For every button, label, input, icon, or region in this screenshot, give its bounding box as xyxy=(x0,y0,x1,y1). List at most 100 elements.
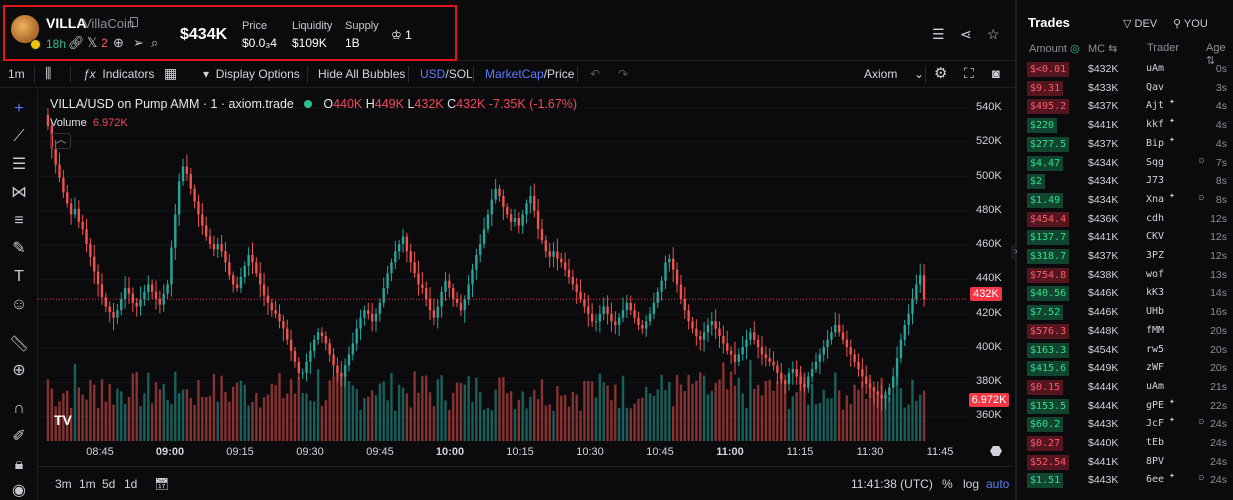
candle-body[interactable] xyxy=(899,339,903,359)
candle-body[interactable] xyxy=(77,208,81,222)
candle-body[interactable] xyxy=(726,343,729,351)
candle-body[interactable] xyxy=(347,354,351,366)
candle-body[interactable] xyxy=(428,299,432,311)
candle-body[interactable] xyxy=(436,306,439,318)
trade-trader[interactable]: fMM xyxy=(1146,324,1165,336)
candle-body[interactable] xyxy=(320,332,324,336)
candle-body[interactable] xyxy=(332,354,335,366)
pattern-icon[interactable]: ⋈ xyxy=(11,184,27,201)
candle-body[interactable] xyxy=(621,310,625,318)
candle-body[interactable] xyxy=(216,243,219,250)
candle-body[interactable] xyxy=(289,339,293,351)
candle-body[interactable] xyxy=(880,394,883,399)
trade-trader[interactable]: Qav xyxy=(1146,81,1165,93)
brush-icon[interactable]: ✎ xyxy=(12,240,26,257)
candle-body[interactable] xyxy=(166,284,169,294)
marketcap-option[interactable]: MarketCap xyxy=(485,67,544,81)
candle-body[interactable] xyxy=(683,299,686,311)
candle-body[interactable] xyxy=(556,251,559,259)
candle-body[interactable] xyxy=(112,312,115,318)
candle-body[interactable] xyxy=(888,387,891,395)
candle-body[interactable] xyxy=(664,262,667,281)
trade-trader[interactable]: 3PZ xyxy=(1146,250,1165,261)
candle-body[interactable] xyxy=(490,199,493,215)
layouts-icon[interactable]: ▦ xyxy=(164,65,178,81)
candle-body[interactable] xyxy=(378,302,382,314)
trade-row[interactable]: $153.5 $444K gPE ✦ 22s xyxy=(1017,397,1233,416)
candle-body[interactable] xyxy=(533,196,536,211)
percent-toggle[interactable]: % xyxy=(942,477,953,491)
candle-body[interactable] xyxy=(633,310,636,318)
candle-body[interactable] xyxy=(444,280,447,292)
candle-body[interactable] xyxy=(509,214,513,222)
candle-body[interactable] xyxy=(590,313,594,322)
candle-body[interactable] xyxy=(93,256,96,272)
candle-body[interactable] xyxy=(212,243,216,250)
candle-body[interactable] xyxy=(139,299,142,307)
candle-body[interactable] xyxy=(536,210,540,230)
candle-body[interactable] xyxy=(903,324,906,340)
candle-body[interactable] xyxy=(695,328,698,336)
display-options-button[interactable]: ▾ Display Options xyxy=(203,67,300,81)
candle-body[interactable] xyxy=(224,251,227,263)
candle-body[interactable] xyxy=(185,166,189,174)
candle-body[interactable] xyxy=(228,262,231,276)
candle-body[interactable] xyxy=(270,302,273,311)
trade-trader[interactable]: kkf xyxy=(1146,119,1165,131)
candle-body[interactable] xyxy=(791,369,795,373)
globe-icon[interactable]: ⊕ xyxy=(113,35,124,50)
candle-body[interactable] xyxy=(625,302,629,311)
sol-option[interactable]: SOL xyxy=(448,67,473,81)
trade-trader[interactable]: tEb xyxy=(1146,437,1165,448)
trade-row[interactable]: $40.56 $446K kK3 14s xyxy=(1017,284,1233,303)
candle-body[interactable] xyxy=(131,293,135,303)
candle-body[interactable] xyxy=(282,321,285,329)
utc-clock[interactable]: 11:41:38 (UTC) xyxy=(851,477,933,491)
candle-body[interactable] xyxy=(710,321,713,325)
candle-body[interactable] xyxy=(575,284,578,292)
candle-body[interactable] xyxy=(336,365,339,373)
scroll-to-latest-icon[interactable] xyxy=(990,446,1002,456)
candle-body[interactable] xyxy=(324,336,328,344)
text-icon[interactable]: T xyxy=(14,268,24,285)
trade-row[interactable]: $<0.01 $432K uAm 0s xyxy=(1017,60,1233,79)
candle-body[interactable] xyxy=(69,203,73,215)
candle-body[interactable] xyxy=(540,229,544,241)
candle-body[interactable] xyxy=(660,280,663,292)
trade-trader[interactable]: CKV xyxy=(1146,231,1165,243)
col-mc[interactable]: MC ⇆ xyxy=(1088,42,1117,55)
trade-trader[interactable]: uAm xyxy=(1146,380,1165,392)
lock-icon[interactable]: 🔒︎ xyxy=(14,456,24,473)
candle-body[interactable] xyxy=(259,273,262,285)
candle-body[interactable] xyxy=(73,208,77,215)
trade-row[interactable]: $137.7 $441K CKV 12s xyxy=(1017,228,1233,247)
candle-body[interactable] xyxy=(301,372,304,374)
candle-body[interactable] xyxy=(718,328,721,336)
candle-body[interactable] xyxy=(668,258,671,263)
candle-body[interactable] xyxy=(544,240,548,252)
candle-body[interactable] xyxy=(54,148,57,165)
candle-body[interactable] xyxy=(780,372,783,381)
collapse-panel-chevron-icon[interactable]: › xyxy=(1011,245,1021,259)
candle-body[interactable] xyxy=(116,310,119,318)
candle-body[interactable] xyxy=(822,347,825,355)
candle-body[interactable] xyxy=(440,291,443,307)
candle-body[interactable] xyxy=(193,188,196,202)
candle-body[interactable] xyxy=(919,275,922,285)
trade-row[interactable]: $754.8 $438K wof 13s xyxy=(1017,266,1233,285)
candle-body[interactable] xyxy=(915,284,918,300)
range-1d[interactable]: 1d xyxy=(124,477,138,491)
auto-toggle[interactable]: auto xyxy=(986,477,1010,491)
candle-body[interactable] xyxy=(162,293,165,305)
candle-body[interactable] xyxy=(231,275,235,285)
interval-selector[interactable]: 1m xyxy=(8,67,25,81)
candle-body[interactable] xyxy=(174,214,177,248)
source-selector[interactable]: Axiom ⌄ xyxy=(864,67,924,81)
trade-row[interactable]: $454.4 $436K cdh 12s xyxy=(1017,210,1233,229)
telegram-icon[interactable]: ➢ xyxy=(133,35,144,50)
candle-body[interactable] xyxy=(799,376,802,384)
candle-body[interactable] xyxy=(861,369,864,377)
candle-body[interactable] xyxy=(220,243,223,252)
candle-body[interactable] xyxy=(594,321,598,323)
candle-body[interactable] xyxy=(699,336,702,340)
